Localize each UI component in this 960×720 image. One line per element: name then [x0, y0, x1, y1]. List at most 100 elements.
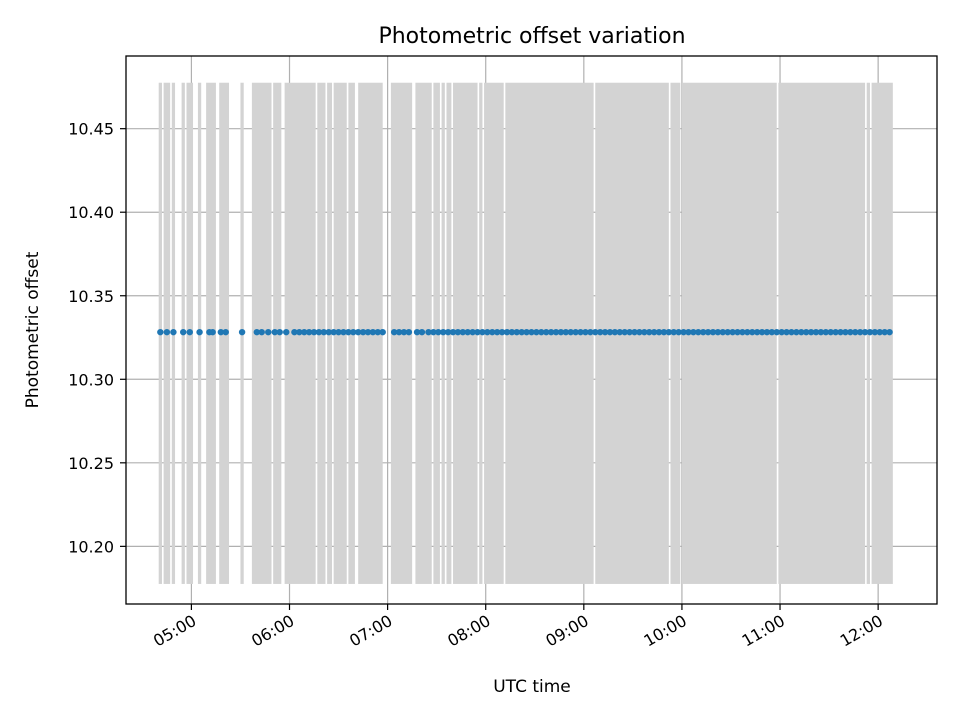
data-point	[503, 328, 511, 336]
data-point	[474, 328, 481, 336]
data-point	[345, 328, 352, 336]
data-point	[395, 328, 403, 336]
data-point	[606, 328, 614, 336]
y-tick-label: 10.40	[68, 203, 114, 222]
data-point	[444, 328, 452, 336]
data-point	[364, 328, 372, 336]
data-point	[793, 328, 800, 336]
data-point	[719, 328, 727, 336]
data-point	[528, 328, 535, 336]
data-point	[582, 328, 589, 336]
data-point	[180, 328, 187, 336]
data-point	[739, 328, 746, 336]
data-point	[596, 328, 604, 336]
x-axis-label: UTC time	[493, 677, 571, 697]
data-point	[430, 328, 437, 336]
data-point	[405, 328, 413, 336]
data-point	[631, 328, 638, 336]
data-point	[354, 328, 362, 336]
data-point	[763, 328, 771, 336]
data-point	[369, 328, 377, 336]
data-point	[611, 328, 619, 336]
data-point	[675, 328, 682, 336]
data-point	[626, 328, 633, 336]
y-tick-label: 10.35	[68, 287, 114, 306]
data-point	[271, 328, 278, 336]
data-point	[440, 328, 447, 336]
data-point	[567, 328, 574, 336]
data-point	[587, 328, 594, 336]
data-point	[359, 328, 367, 336]
data-point	[350, 328, 357, 336]
data-point	[489, 328, 496, 336]
data-point	[837, 328, 844, 336]
data-point	[523, 328, 530, 336]
data-point	[325, 328, 332, 336]
data-point	[513, 328, 520, 336]
data-point	[886, 328, 893, 336]
data-point	[660, 328, 668, 336]
data-point	[390, 328, 398, 336]
data-point	[157, 328, 164, 336]
data-point	[379, 328, 386, 336]
data-point	[817, 328, 825, 336]
y-axis-ticks: 10.20 10.25 10.30 10.35 10.40 10.45	[68, 120, 126, 556]
data-point	[163, 328, 171, 336]
chart-title: Photometric offset variation	[378, 24, 685, 49]
data-point	[670, 328, 677, 336]
data-point	[538, 328, 545, 336]
data-point	[788, 328, 795, 336]
y-tick-label: 10.30	[68, 370, 114, 389]
data-point	[508, 328, 516, 336]
data-point	[734, 328, 741, 336]
data-point	[493, 328, 501, 336]
data-point	[665, 328, 673, 336]
data-point	[335, 328, 342, 336]
data-point	[621, 328, 628, 336]
data-point	[744, 328, 751, 336]
data-point	[783, 328, 790, 336]
data-point	[557, 328, 565, 336]
data-point	[847, 328, 854, 336]
data-point	[543, 328, 550, 336]
data-point	[217, 328, 225, 336]
y-tick-label: 10.25	[68, 454, 114, 473]
data-point	[196, 328, 203, 336]
data-point	[646, 328, 653, 336]
data-point	[655, 328, 663, 336]
data-point	[413, 328, 421, 336]
data-point	[861, 328, 869, 336]
data-point	[301, 328, 308, 336]
data-point	[454, 328, 462, 336]
data-point	[258, 328, 265, 336]
data-point	[876, 328, 883, 336]
data-point	[320, 328, 328, 336]
data-point	[484, 328, 491, 336]
data-point	[778, 328, 785, 336]
data-point	[186, 328, 193, 336]
data-point	[812, 328, 820, 336]
data-point	[305, 328, 313, 336]
data-point	[547, 328, 555, 336]
data-point	[418, 328, 426, 336]
data-point	[695, 328, 702, 336]
data-point	[479, 328, 486, 336]
data-point	[449, 328, 457, 336]
data-point	[592, 328, 599, 336]
data-point	[265, 328, 272, 336]
data-points	[157, 328, 893, 336]
data-point	[699, 328, 707, 336]
data-point	[330, 328, 337, 336]
data-point	[802, 328, 810, 336]
data-point	[459, 328, 467, 336]
data-point	[714, 328, 722, 336]
data-point	[842, 328, 849, 336]
data-point	[425, 328, 432, 336]
data-point	[881, 328, 888, 336]
data-point	[616, 328, 623, 336]
data-point	[807, 328, 815, 336]
data-point	[636, 328, 643, 336]
data-point	[827, 328, 834, 336]
data-point	[690, 328, 697, 336]
